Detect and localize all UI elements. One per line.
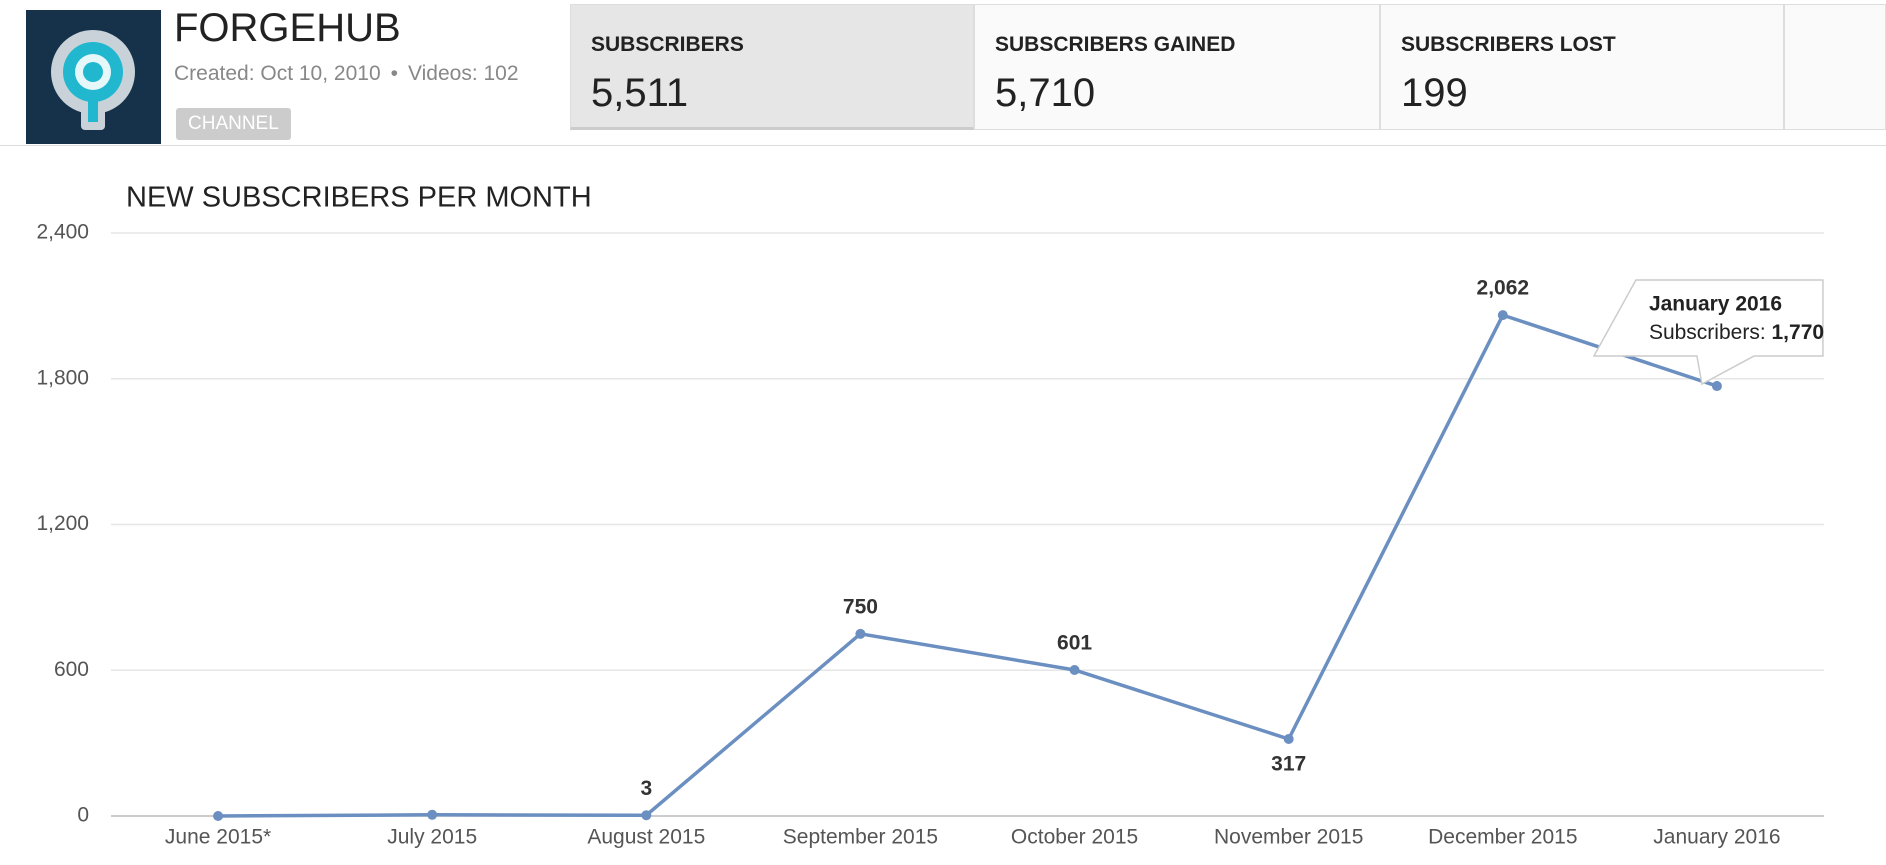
tooltip-text: Subscribers: 1,770: [1649, 321, 1824, 344]
data-point: [641, 810, 652, 821]
y-tick-label: 1,800: [36, 366, 89, 389]
data-point: [1711, 381, 1722, 392]
data-point: [855, 628, 866, 639]
data-point: [427, 809, 438, 820]
x-tick-label: September 2015: [783, 826, 938, 849]
tooltip-box: [1592, 279, 1824, 386]
x-tick-label: June 2015*: [165, 826, 271, 849]
data-point: [1069, 665, 1080, 676]
stat-value: 5,511: [591, 71, 689, 115]
y-tick-label: 600: [54, 658, 89, 681]
channel-header: FORGEHUB Created: Oct 10, 2010 • Videos: 1…: [0, 0, 1886, 146]
data-label: 750: [843, 595, 878, 618]
created: Created: Oct 10, 2010: [174, 62, 381, 85]
tooltip-title: January 2016: [1649, 293, 1782, 316]
stat-value: 5,710: [995, 71, 1096, 115]
x-tick-label: December 2015: [1428, 826, 1577, 849]
x-tick-label: October 2015: [1011, 826, 1138, 849]
y-tick-label: 2,400: [36, 221, 89, 244]
data-point: [1497, 310, 1508, 321]
series-line: [218, 312, 1718, 818]
data-label: 601: [1057, 632, 1092, 655]
data-label: 2,062: [1477, 277, 1530, 300]
x-tick-label: November 2015: [1214, 826, 1363, 849]
x-tick-label: August 2015: [587, 826, 705, 849]
stat-tab[interactable]: [1784, 4, 1886, 130]
stat-tab[interactable]: SUBSCRIBERS LOST 199: [1380, 4, 1784, 130]
stat-label: SUBSCRIBERS: [591, 33, 744, 56]
channel-name: FORGEHUB: [174, 6, 401, 50]
channel-badge: CHANNEL: [176, 108, 291, 140]
x-tick-label: July 2015: [387, 826, 477, 849]
tooltip-series: Subscribers:: [1649, 321, 1766, 344]
data-label: 3: [640, 777, 652, 800]
x-tick-label: January 2016: [1653, 826, 1780, 849]
data-point: [213, 811, 224, 821]
avatar: [26, 10, 161, 144]
data-label: 317: [1271, 753, 1306, 776]
tooltip-value: 1,770: [1772, 321, 1825, 344]
chart-title: NEW SUBSCRIBERS PER MONTH: [126, 182, 592, 214]
stat-label: SUBSCRIBERS LOST: [1401, 33, 1616, 56]
stat-tab[interactable]: SUBSCRIBERS 5,511: [570, 4, 974, 130]
y-tick-label: 1,200: [36, 512, 89, 535]
y-tick-label: 0: [77, 804, 89, 827]
channel-meta: Created: Oct 10, 2010 • Videos: 102: [174, 62, 519, 86]
data-point: [1283, 733, 1294, 744]
tooltip: January 2016 Subscribers: 1,770: [1592, 279, 1824, 386]
stat-label: SUBSCRIBERS GAINED: [995, 33, 1236, 56]
stat-value: 199: [1401, 71, 1468, 115]
separator: •: [390, 62, 398, 85]
stat-tab[interactable]: SUBSCRIBERS GAINED 5,710: [974, 4, 1380, 130]
videos: Videos: 102: [408, 62, 519, 85]
